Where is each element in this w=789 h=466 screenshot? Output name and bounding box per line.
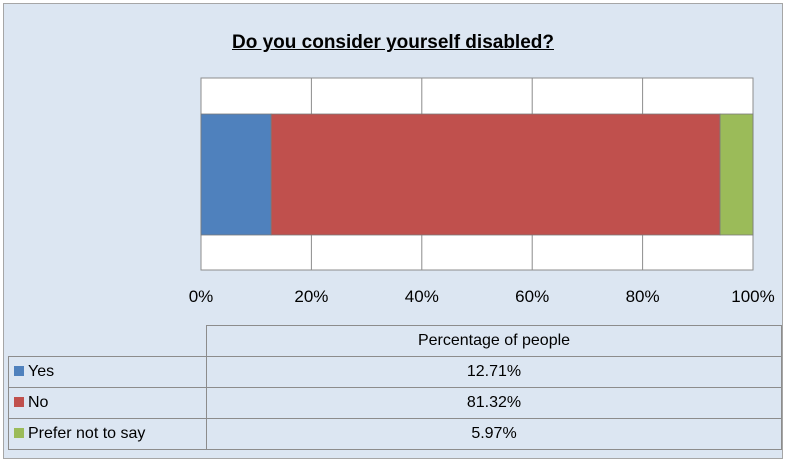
data-table-corner bbox=[8, 325, 207, 357]
data-table-row: Prefer not to say 5.97% bbox=[8, 418, 782, 450]
data-table: Percentage of people Yes 12.71% No 81.32… bbox=[8, 325, 782, 450]
chart-title: Do you consider yourself disabled? bbox=[231, 32, 554, 53]
legend-key-yes bbox=[14, 366, 24, 376]
x-tick-label: 80% bbox=[626, 287, 660, 306]
x-tick-label: 60% bbox=[515, 287, 549, 306]
bar-segment-no bbox=[270, 113, 721, 236]
chart-frame: Do you consider yourself disabled? 0% 20%… bbox=[3, 3, 783, 459]
data-table-value-no: 81.32% bbox=[206, 387, 782, 419]
bar-segment-prefer-not-to-say bbox=[719, 113, 754, 236]
data-table-row: No 81.32% bbox=[8, 387, 782, 419]
legend-key-prefer-not-to-say bbox=[14, 428, 24, 438]
series-name-prefer-not-to-say: Prefer not to say bbox=[28, 425, 146, 442]
series-name-yes: Yes bbox=[28, 363, 55, 380]
data-table-series-label: No bbox=[8, 387, 207, 419]
data-table-header-row: Percentage of people bbox=[8, 325, 782, 357]
bar-chart-plot: 0% 20% 40% 60% 80% 100% bbox=[189, 77, 775, 306]
x-tick-label: 40% bbox=[405, 287, 439, 306]
series-name-no: No bbox=[28, 394, 49, 411]
data-table-row: Yes 12.71% bbox=[8, 356, 782, 388]
legend-key-no bbox=[14, 397, 24, 407]
data-table-series-label: Prefer not to say bbox=[8, 418, 207, 450]
bar-segment-yes bbox=[200, 113, 272, 236]
data-table-value-prefer-not-to-say: 5.97% bbox=[206, 418, 782, 450]
x-tick-label: 20% bbox=[294, 287, 328, 306]
data-table-column-header: Percentage of people bbox=[206, 325, 782, 357]
x-tick-label: 100% bbox=[731, 287, 774, 306]
data-table-value-yes: 12.71% bbox=[206, 356, 782, 388]
data-table-series-label: Yes bbox=[8, 356, 207, 388]
x-tick-label: 0% bbox=[189, 287, 214, 306]
